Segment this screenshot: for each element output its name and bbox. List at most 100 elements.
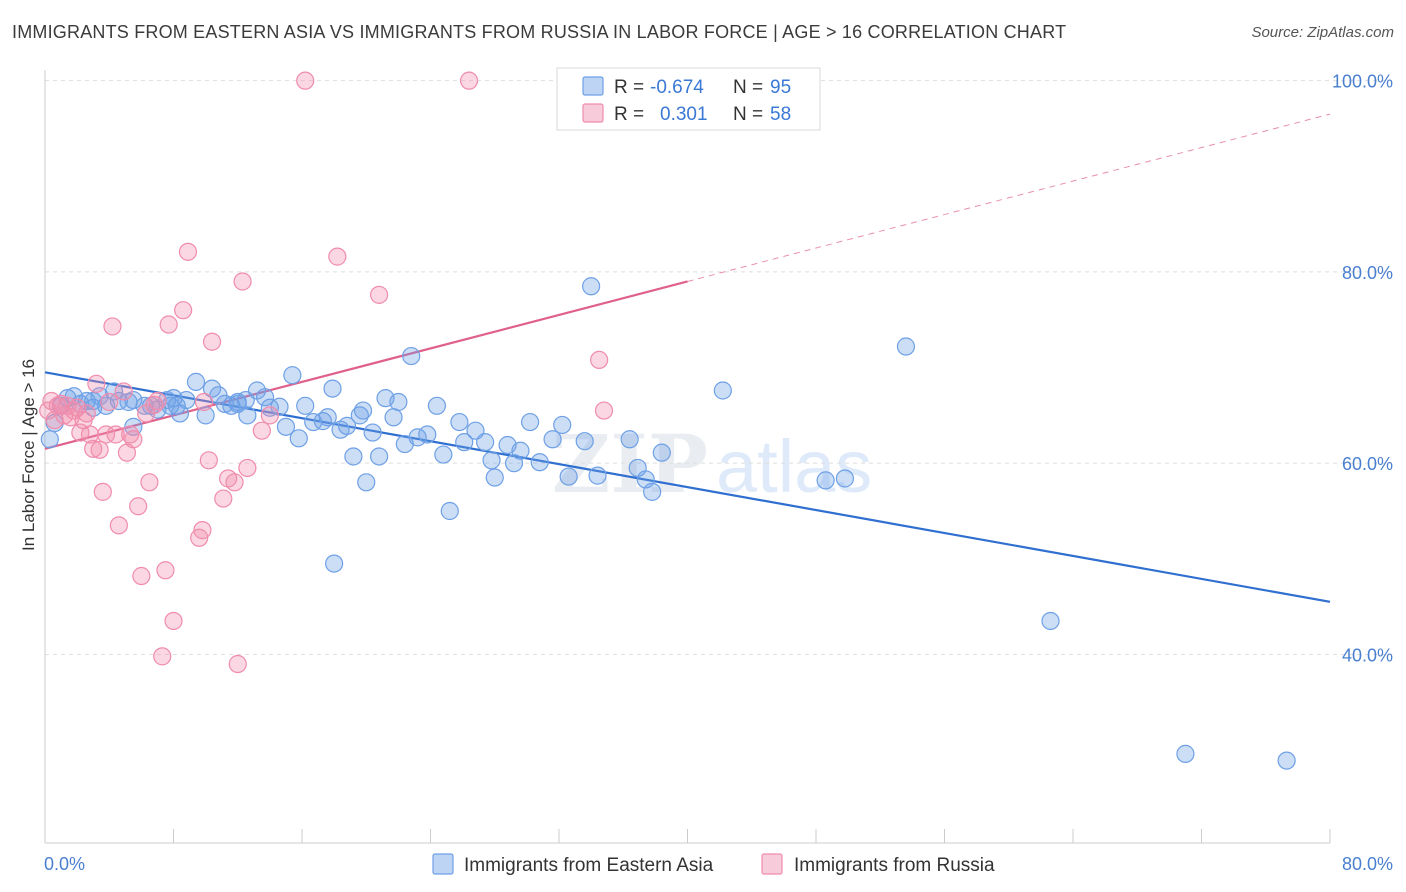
point-eastern-asia xyxy=(370,447,389,466)
point-russia xyxy=(225,473,244,492)
series-legend-label-eastern-asia: Immigrants from Eastern Asia xyxy=(464,855,714,876)
point-russia xyxy=(114,382,133,401)
point-eastern-asia xyxy=(353,401,373,420)
series-legend-swatch-russia xyxy=(761,853,783,875)
point-eastern-asia xyxy=(202,379,222,398)
point-eastern-asia xyxy=(323,379,342,398)
point-eastern-asia xyxy=(296,396,315,415)
point-russia xyxy=(148,391,167,411)
point-eastern-asia xyxy=(427,396,447,415)
point-russia xyxy=(202,332,222,351)
point-eastern-asia xyxy=(816,471,835,490)
point-russia xyxy=(594,401,614,420)
x-tick-label: 0.0% xyxy=(44,854,85,874)
x-tick-label: 80.0% xyxy=(1342,854,1393,874)
point-eastern-asia xyxy=(520,412,540,432)
point-russia xyxy=(159,315,178,334)
point-eastern-asia xyxy=(325,554,344,573)
point-eastern-asia xyxy=(1176,744,1195,763)
point-russia xyxy=(199,451,218,470)
point-eastern-asia xyxy=(588,466,607,485)
point-eastern-asia xyxy=(575,432,594,451)
point-eastern-asia xyxy=(344,447,363,466)
point-russia xyxy=(193,521,212,540)
point-russia xyxy=(156,561,175,580)
y-tick-label: 60.0% xyxy=(1342,454,1393,474)
data-points xyxy=(39,71,1296,770)
stats-legend-n-label: N = xyxy=(733,77,763,98)
point-eastern-asia xyxy=(283,366,302,385)
point-eastern-asia xyxy=(1277,751,1296,770)
point-russia xyxy=(153,647,172,666)
point-eastern-asia xyxy=(104,382,124,401)
point-russia xyxy=(178,242,198,261)
point-russia xyxy=(194,392,214,412)
stats-legend: R = -0.674 N = 95 R = 0.301 N = 58 xyxy=(556,67,821,131)
point-eastern-asia xyxy=(455,433,474,452)
stats-legend-n-label: N = xyxy=(733,104,763,125)
point-russia xyxy=(129,497,148,516)
point-eastern-asia xyxy=(389,392,408,412)
point-eastern-asia xyxy=(337,416,357,435)
point-eastern-asia xyxy=(276,417,296,436)
point-eastern-asia xyxy=(559,467,578,486)
stats-legend-swatch-eastern-asia xyxy=(582,76,604,96)
point-eastern-asia xyxy=(1041,611,1060,631)
point-eastern-asia xyxy=(835,469,855,488)
point-russia xyxy=(296,71,315,90)
y-axis-label: In Labor Force | Age > 16 xyxy=(19,359,38,551)
point-russia xyxy=(214,489,233,508)
point-eastern-asia xyxy=(255,388,275,407)
trend-line-eastern-asia xyxy=(44,371,1331,603)
y-tick-labels: 40.0% 60.0% 80.0% 100.0% xyxy=(1332,72,1393,666)
point-russia xyxy=(252,421,271,440)
point-russia xyxy=(140,473,159,492)
series-legend-swatch-eastern-asia xyxy=(432,853,454,875)
point-russia xyxy=(109,516,128,535)
watermark-atlas: atlas xyxy=(716,425,872,508)
point-russia xyxy=(459,71,479,90)
point-russia xyxy=(100,392,119,412)
point-russia xyxy=(96,425,116,444)
trend-line-russia xyxy=(44,280,688,450)
point-russia xyxy=(238,458,257,478)
point-eastern-asia xyxy=(357,473,376,492)
point-russia xyxy=(590,350,609,369)
y-tick-label: 80.0% xyxy=(1342,263,1393,283)
stats-legend-n-value: 58 xyxy=(770,104,791,125)
trend-lines xyxy=(44,113,1331,603)
point-russia xyxy=(84,439,103,458)
trend-line-russia-extension xyxy=(687,113,1331,282)
point-eastern-asia xyxy=(713,381,732,400)
stats-legend-r-value: -0.674 xyxy=(650,77,704,98)
point-eastern-asia xyxy=(384,408,403,427)
point-eastern-asia xyxy=(186,372,206,391)
point-eastern-asia xyxy=(643,482,662,501)
point-eastern-asia xyxy=(434,445,453,464)
point-eastern-asia xyxy=(652,443,671,462)
point-eastern-asia xyxy=(482,451,501,470)
gridlines xyxy=(45,80,1392,655)
stats-legend-n-value: 95 xyxy=(770,77,791,98)
y-tick-label: 100.0% xyxy=(1332,72,1393,92)
point-russia xyxy=(80,425,100,444)
series-legend-label-russia: Immigrants from Russia xyxy=(794,855,995,876)
point-eastern-asia xyxy=(304,412,323,432)
point-eastern-asia xyxy=(260,398,279,417)
point-russia xyxy=(124,430,143,449)
point-russia xyxy=(87,374,106,393)
point-eastern-asia xyxy=(582,277,601,296)
point-eastern-asia xyxy=(228,392,247,412)
point-eastern-asia xyxy=(363,423,382,442)
point-eastern-asia xyxy=(511,441,530,460)
axes xyxy=(44,70,1331,844)
point-eastern-asia xyxy=(196,406,215,425)
series-legend: Immigrants from Eastern Asia Immigrants … xyxy=(432,853,995,876)
point-russia xyxy=(103,317,122,336)
stats-legend-r-label: R = xyxy=(614,104,644,125)
point-russia xyxy=(370,285,389,304)
point-eastern-asia xyxy=(476,433,495,452)
y-tick-label: 40.0% xyxy=(1342,645,1393,665)
point-russia xyxy=(233,272,252,291)
point-eastern-asia xyxy=(896,337,916,356)
